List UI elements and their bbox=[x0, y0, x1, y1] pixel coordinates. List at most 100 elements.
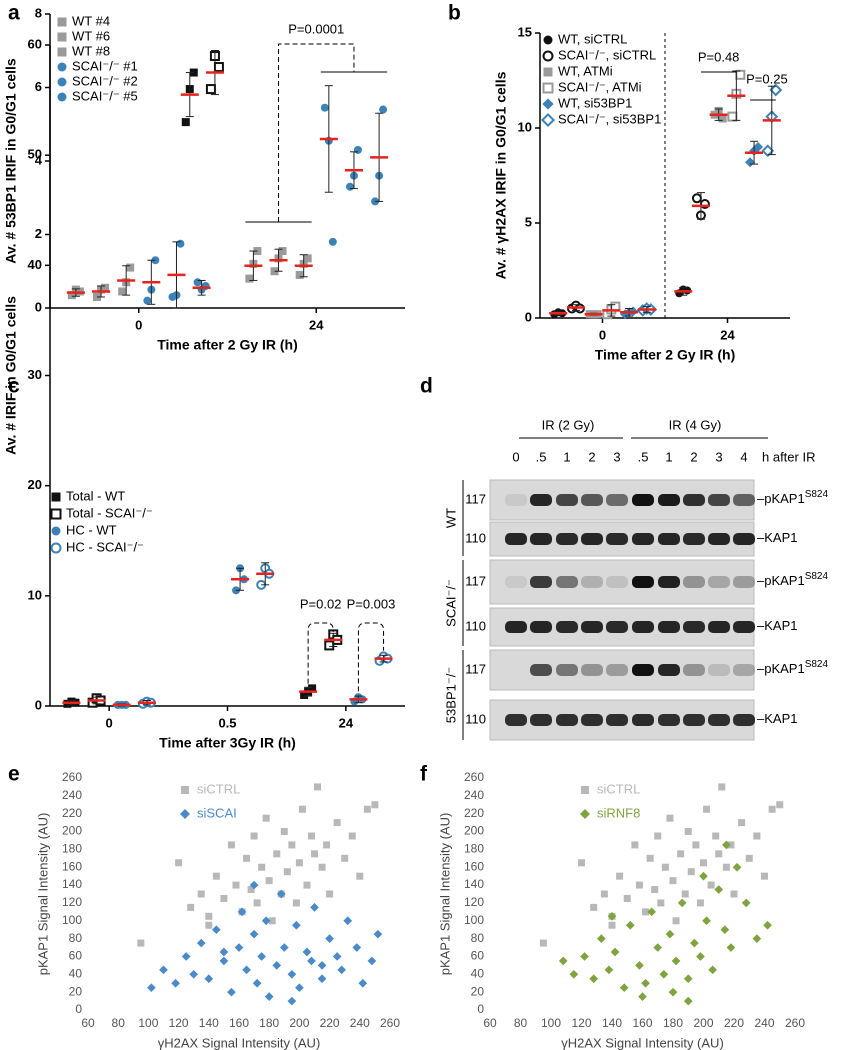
y-tick-label: 100 bbox=[62, 913, 82, 927]
band bbox=[606, 494, 628, 506]
point bbox=[257, 952, 266, 961]
point bbox=[604, 965, 614, 975]
p-value: P=0.02 bbox=[300, 596, 342, 611]
band bbox=[581, 621, 603, 633]
point bbox=[265, 877, 273, 885]
panel-label: d bbox=[420, 375, 433, 398]
point bbox=[542, 82, 554, 94]
protein-site: S824 bbox=[805, 571, 829, 582]
x-tick-label: 220 bbox=[724, 1016, 744, 1030]
legend-label: Total - SCAI⁻/⁻ bbox=[66, 505, 153, 520]
band bbox=[556, 533, 578, 545]
band bbox=[733, 533, 755, 545]
legend-label: WT, ATMi bbox=[558, 63, 613, 78]
band bbox=[708, 494, 730, 506]
band bbox=[658, 621, 680, 633]
point bbox=[730, 890, 738, 898]
point bbox=[345, 182, 354, 191]
point bbox=[542, 50, 554, 62]
point bbox=[753, 832, 761, 840]
group-label: 53BP1⁻/⁻ bbox=[443, 667, 458, 723]
point bbox=[681, 890, 689, 898]
band bbox=[556, 664, 578, 676]
point bbox=[623, 894, 631, 902]
point bbox=[276, 889, 286, 899]
point bbox=[659, 969, 669, 979]
protein-site: S824 bbox=[805, 659, 829, 670]
point bbox=[205, 912, 213, 920]
point bbox=[213, 62, 224, 73]
point bbox=[610, 947, 620, 957]
point bbox=[718, 783, 726, 791]
band bbox=[632, 576, 654, 588]
point bbox=[247, 886, 255, 894]
point bbox=[337, 965, 347, 975]
point bbox=[732, 862, 742, 872]
point bbox=[718, 114, 727, 123]
x-tick-label: 0.5 bbox=[218, 715, 236, 730]
legend-label: siRNF8 bbox=[597, 805, 640, 820]
point bbox=[310, 903, 319, 912]
point bbox=[234, 943, 244, 952]
y-tick-label: 30 bbox=[28, 367, 42, 382]
y-tick-label: 240 bbox=[62, 788, 82, 802]
point bbox=[690, 938, 699, 948]
y-tick-label: 2 bbox=[35, 226, 42, 241]
point bbox=[543, 35, 553, 45]
point bbox=[677, 850, 685, 858]
point bbox=[325, 934, 334, 943]
point bbox=[761, 872, 768, 880]
point bbox=[590, 903, 598, 911]
y-tick-label: 20 bbox=[471, 984, 485, 998]
band bbox=[581, 576, 603, 588]
lane-label: 3 bbox=[715, 449, 722, 464]
y-tick-label: 180 bbox=[62, 842, 82, 856]
mw-label: 117 bbox=[465, 491, 486, 506]
y-axis-title: pKAP1 Signal Intensity (AU) bbox=[35, 813, 50, 976]
band bbox=[733, 576, 755, 588]
point bbox=[137, 939, 145, 947]
band bbox=[505, 576, 527, 588]
y-tick-label: 40 bbox=[471, 966, 485, 980]
y-tick-label: 10 bbox=[518, 119, 532, 134]
band bbox=[530, 533, 552, 545]
point bbox=[308, 684, 317, 693]
point bbox=[317, 961, 327, 970]
point bbox=[67, 291, 76, 300]
point bbox=[249, 880, 259, 890]
point bbox=[171, 978, 180, 988]
point bbox=[363, 805, 371, 813]
y-tick-label: 120 bbox=[62, 895, 82, 909]
point bbox=[237, 907, 247, 917]
y-tick-label: 8 bbox=[35, 5, 42, 20]
x-axis-title: Time after 2 Gy IR (h) bbox=[157, 337, 298, 353]
point bbox=[379, 105, 388, 114]
y-tick-label: 260 bbox=[464, 770, 484, 784]
y-tick-label: 120 bbox=[464, 895, 484, 909]
point bbox=[608, 921, 616, 929]
band bbox=[556, 621, 578, 633]
y-axis-title: Av. # 53BP1 IRIF in G0/G1 cells bbox=[3, 58, 19, 264]
point bbox=[219, 947, 229, 957]
x-axis-title: Time after 2 Gy IR (h) bbox=[595, 347, 736, 363]
band bbox=[683, 494, 705, 506]
point bbox=[242, 965, 251, 975]
point bbox=[761, 144, 775, 158]
x-tick-label: 160 bbox=[632, 1016, 652, 1030]
x-tick-label: 140 bbox=[602, 1016, 622, 1030]
point bbox=[580, 952, 589, 961]
band bbox=[606, 533, 628, 545]
y-tick-label: 200 bbox=[62, 824, 82, 838]
point bbox=[196, 938, 206, 948]
y-tick-label: 180 bbox=[464, 842, 484, 856]
band bbox=[708, 621, 730, 633]
point bbox=[720, 925, 730, 935]
point bbox=[654, 832, 662, 840]
p-value: P=0.25 bbox=[746, 71, 788, 86]
point bbox=[702, 916, 711, 926]
legend-label: WT, siCTRL bbox=[558, 31, 627, 46]
legend-label: HC - SCAI⁻/⁻ bbox=[66, 539, 144, 554]
legend-label: SCAI⁻/⁻, si53BP1 bbox=[558, 111, 661, 126]
x-tick-label: 260 bbox=[380, 1016, 400, 1030]
